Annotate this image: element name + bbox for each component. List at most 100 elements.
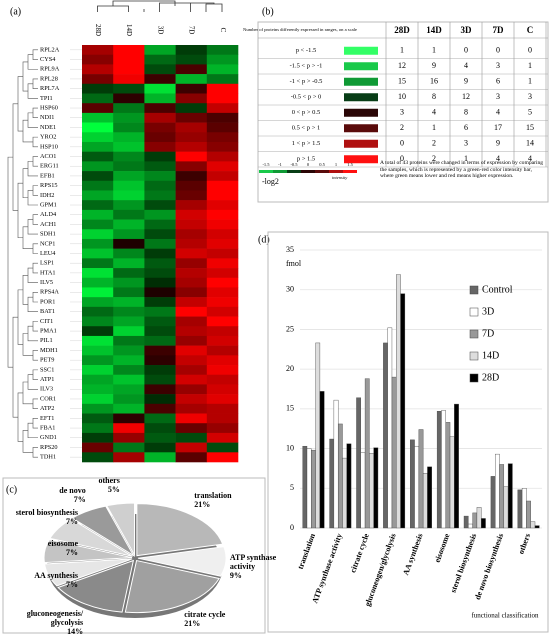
heat-cell	[144, 306, 176, 317]
table-column-header: 14D	[426, 25, 442, 35]
heat-cell	[175, 335, 208, 346]
heat-cell	[82, 229, 114, 240]
heat-cell	[113, 384, 145, 395]
y-tick-label: 15	[286, 404, 294, 413]
heat-cell	[82, 103, 114, 114]
range-swatch	[344, 108, 378, 117]
table-cell: 6	[496, 77, 500, 86]
row-dendrogram	[32, 398, 38, 409]
x-tick-label: gluconeogen/glycolysis	[363, 532, 398, 607]
heat-cell	[82, 384, 114, 395]
bar	[333, 399, 339, 529]
bar	[463, 515, 469, 529]
heat-cell	[144, 413, 176, 424]
table-cell: 9	[464, 77, 468, 86]
row-label: GPM1	[40, 201, 57, 208]
table-cell: 12	[462, 92, 470, 101]
pie-category: de novo	[59, 485, 86, 495]
row-label: SSC1	[40, 366, 54, 373]
table-column-header: 7D	[493, 25, 505, 35]
scale-label: -1	[278, 162, 282, 167]
bar	[410, 439, 415, 529]
table-cell: 17	[494, 123, 502, 132]
panel-frame	[2, 477, 266, 634]
table-range: 0.5 < p > 1	[292, 125, 320, 132]
heat-cell	[82, 345, 114, 356]
heat-cell	[144, 277, 176, 288]
heat-cell	[206, 54, 239, 65]
heat-cell	[206, 345, 239, 356]
heat-cell	[206, 355, 239, 366]
heat-cell	[82, 287, 114, 298]
row-label: RPS4A	[40, 289, 59, 296]
row-dendrogram	[32, 136, 38, 148]
heat-cell	[82, 219, 114, 230]
bar	[454, 403, 459, 529]
table-cell: 2	[400, 123, 404, 132]
table-cell: 15	[526, 123, 534, 132]
heat-cell	[144, 355, 176, 366]
table-cell: 3	[400, 108, 404, 117]
scale-label: 0.5	[319, 162, 325, 167]
heat-cell	[144, 248, 176, 259]
table-cell: 9	[432, 61, 436, 70]
table-range: -0.5 < p > 0	[291, 94, 322, 101]
row-label: MDH1	[40, 347, 58, 354]
row-label: NDE1	[40, 124, 56, 131]
row-dendrogram	[12, 316, 18, 418]
table-cell: 5	[528, 108, 532, 117]
heat-cell	[206, 64, 239, 75]
scale-step	[259, 170, 273, 173]
table-column-header: 28D	[394, 25, 410, 35]
heat-cell	[175, 64, 208, 75]
heat-cell	[206, 297, 239, 308]
heat-cell	[175, 74, 208, 85]
y-tick-label: 35	[286, 245, 294, 254]
pie-label: sterol biosynthesis 7%	[6, 508, 78, 526]
heat-cell	[206, 209, 239, 220]
heat-cell	[206, 171, 239, 182]
row-label: PIL1	[40, 337, 53, 344]
heat-cell	[175, 268, 208, 279]
heat-cell	[175, 326, 208, 337]
row-dendrogram	[32, 107, 38, 119]
bar	[360, 452, 366, 529]
heat-cell	[82, 258, 114, 269]
heat-cell	[144, 141, 176, 152]
pie-value-label: 7%	[66, 579, 78, 589]
row-dendrogram	[17, 76, 23, 132]
heat-cell	[82, 374, 114, 385]
heat-cell	[206, 229, 239, 240]
heat-cell	[206, 238, 239, 249]
heat-cell	[82, 297, 114, 308]
row-label: EFT1	[40, 415, 54, 422]
table-cell: 10	[398, 92, 406, 101]
heat-cell	[113, 190, 145, 201]
heat-cell	[113, 171, 145, 182]
heat-cell	[144, 171, 176, 182]
heat-cell	[113, 93, 145, 104]
bar	[414, 445, 420, 529]
heat-cell	[82, 112, 114, 123]
heat-cell	[113, 64, 145, 75]
pie-label: citrate cycle 21%	[184, 610, 256, 628]
heat-cell	[113, 112, 145, 123]
x-tick-label: others	[516, 532, 532, 555]
scale-step	[329, 170, 343, 173]
table-range: -1 < p > -0.5	[290, 78, 323, 85]
panel-frame	[257, 21, 549, 203]
legend-swatch	[469, 285, 479, 295]
heat-cell	[175, 403, 208, 414]
heat-cell	[206, 287, 239, 298]
heat-cell	[144, 132, 176, 143]
heat-cell	[144, 394, 176, 405]
pie-category: ATP synthase activity	[229, 552, 277, 571]
panel-frame	[267, 231, 549, 633]
row-label: ERG11	[40, 163, 59, 170]
row-dendrogram	[17, 182, 23, 239]
heat-cell	[175, 394, 208, 405]
row-dendrogram	[32, 262, 38, 274]
row-label: SDH1	[40, 231, 56, 238]
heat-cell	[82, 355, 114, 366]
